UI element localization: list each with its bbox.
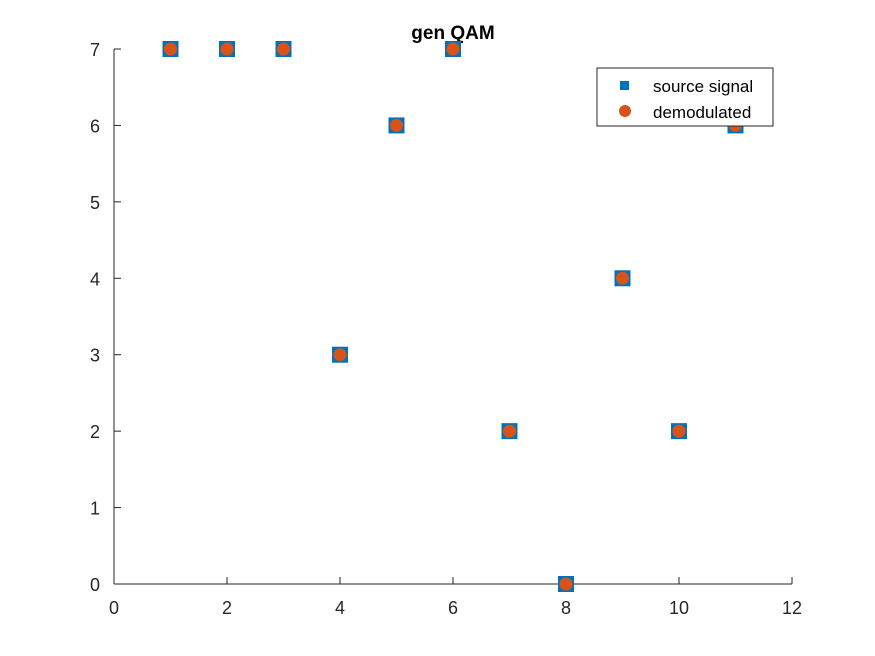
axes <box>113 49 792 585</box>
chart-title: gen QAM <box>411 23 494 44</box>
demodulated-point <box>672 424 686 438</box>
demodulated-point <box>333 348 347 362</box>
demodulated-point <box>559 577 573 591</box>
x-tick-label: 10 <box>669 598 689 618</box>
demodulated-point <box>390 118 403 132</box>
x-tick-label: 8 <box>561 598 571 618</box>
demodulated-point <box>164 42 177 56</box>
legend-label-demodulated: demodulated <box>653 103 751 122</box>
y-tick-label: 6 <box>90 116 100 136</box>
plot-area <box>162 41 744 592</box>
demodulated-point <box>277 42 290 56</box>
demodulated-point <box>220 42 234 56</box>
y-tick-label: 3 <box>90 346 100 366</box>
x-tick-label: 0 <box>109 598 119 618</box>
x-tick-label: 6 <box>448 598 458 618</box>
y-tick-label: 1 <box>90 499 100 519</box>
y-tick-label: 0 <box>90 575 100 595</box>
demodulated-point <box>446 42 460 56</box>
demodulated-point <box>616 271 629 285</box>
demodulated-point <box>503 424 516 438</box>
y-axis-ticks: 0 1 2 3 4 5 6 7 <box>90 40 121 595</box>
x-tick-label: 2 <box>222 598 232 618</box>
y-tick-label: 7 <box>90 40 100 60</box>
legend-label-source-signal: source signal <box>653 77 753 96</box>
x-tick-label: 12 <box>782 598 802 618</box>
legend-circle-marker <box>619 105 631 117</box>
x-tick-label: 4 <box>335 598 345 618</box>
y-tick-label: 4 <box>90 269 100 289</box>
legend: source signal demodulated <box>596 67 774 127</box>
legend-square-marker <box>620 81 629 90</box>
x-axis-ticks: 0 2 4 6 8 10 12 <box>109 577 802 618</box>
y-tick-label: 2 <box>90 422 100 442</box>
y-tick-label: 5 <box>90 193 100 213</box>
